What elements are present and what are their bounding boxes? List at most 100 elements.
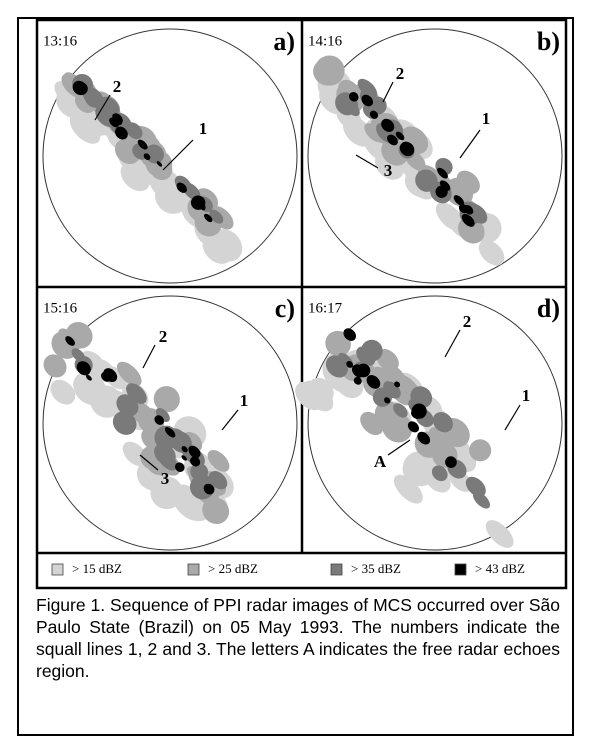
radar-echo xyxy=(158,451,178,471)
radar-echo xyxy=(156,161,163,167)
radar-echo xyxy=(407,421,420,433)
radar-echo xyxy=(353,376,362,385)
radar-echo xyxy=(364,123,384,143)
radar-echo xyxy=(154,415,165,425)
feature-label: A xyxy=(374,452,387,471)
radar-echo xyxy=(85,374,92,381)
radar-echo xyxy=(54,81,81,108)
panel-letter: a) xyxy=(273,27,295,56)
radar-echo xyxy=(399,141,415,157)
radar-range-ring xyxy=(42,28,298,284)
radar-echo xyxy=(203,483,215,495)
radar-echo xyxy=(314,55,345,86)
radar-range-ring xyxy=(307,295,563,551)
radar-echo xyxy=(351,364,366,378)
radar-echo xyxy=(411,403,427,419)
radar-echo xyxy=(458,216,485,244)
radar-echo xyxy=(439,180,451,191)
pointer-line xyxy=(162,139,194,171)
radar-echo xyxy=(357,78,378,99)
panel-time: 14:16 xyxy=(308,33,343,49)
feature-label: 1 xyxy=(240,391,249,410)
radar-echo xyxy=(393,403,408,418)
radar-echo xyxy=(417,431,431,445)
legend-label: > 25 dBZ xyxy=(208,561,258,576)
radar-echo xyxy=(465,476,486,497)
radar-echo xyxy=(393,474,423,504)
radar-echo xyxy=(208,471,228,490)
radar-echo xyxy=(384,397,391,404)
radar-echo xyxy=(348,92,359,102)
radar-panel: 14:16 b) 2 1 3 xyxy=(307,27,563,284)
pointer-line xyxy=(387,439,411,456)
legend-swatch xyxy=(187,563,200,576)
legend-swatch xyxy=(51,563,64,576)
radar-panel: 16:17 d) 2 1 A xyxy=(295,294,563,551)
radar-echo xyxy=(202,234,233,264)
panel-time: 15:16 xyxy=(43,300,78,316)
radar-echo xyxy=(410,386,433,409)
panel-time: 16:17 xyxy=(308,300,343,316)
radar-echo xyxy=(71,348,86,362)
radar-echo xyxy=(394,381,401,388)
legend-swatch xyxy=(330,563,343,576)
radar-echo xyxy=(50,379,76,405)
radar-echo xyxy=(346,361,354,368)
radar-echo xyxy=(174,462,185,472)
radar-echo xyxy=(73,371,107,406)
radar-echo xyxy=(461,213,475,227)
radar-echo xyxy=(188,448,199,459)
radar-echo xyxy=(456,170,480,194)
panel-letter: c) xyxy=(275,294,295,323)
radar-echo xyxy=(369,110,379,119)
panels: 13:16 a) 2 1 14:16 b) 2 1 3 15:16 c) 2 1 3 16:17 d) 2 1 A xyxy=(42,27,563,551)
feature-label: 3 xyxy=(384,161,393,180)
legend-label: > 35 dBZ xyxy=(351,561,401,576)
pointer-line xyxy=(139,454,159,471)
radar-echo xyxy=(381,118,395,132)
radar-echo xyxy=(116,361,142,387)
radar-echo xyxy=(437,167,448,179)
radar-echo xyxy=(153,386,180,413)
radar-range-ring xyxy=(307,28,563,284)
radar-echo xyxy=(387,134,398,146)
radar-echo xyxy=(343,328,357,341)
radar-echo xyxy=(209,209,224,224)
radar-echo xyxy=(115,118,123,126)
radar-echo xyxy=(176,182,187,193)
feature-label: 2 xyxy=(396,64,405,83)
pointer-line xyxy=(221,409,239,431)
radar-echo xyxy=(207,450,230,472)
legend-label: > 43 dBZ xyxy=(475,561,525,576)
radar-echo xyxy=(164,427,176,438)
radar-echo xyxy=(366,375,381,389)
radar-echo xyxy=(116,394,139,417)
radar-echo xyxy=(65,336,75,346)
radar-echo xyxy=(453,195,465,206)
radar-echo xyxy=(193,197,206,210)
radar-echo xyxy=(469,439,492,462)
radar-echo xyxy=(43,354,67,378)
radar-echo xyxy=(432,412,453,433)
feature-label: 3 xyxy=(161,469,170,488)
pointer-line xyxy=(94,94,111,121)
feature-label: 2 xyxy=(159,327,168,346)
radar-echo xyxy=(356,346,376,366)
outer-frame xyxy=(17,17,574,736)
radar-echo xyxy=(325,355,348,378)
radar-echo xyxy=(114,126,128,140)
pointer-line xyxy=(444,329,461,358)
radar-echo xyxy=(69,113,101,144)
radar-echo xyxy=(101,372,111,382)
radar-echo xyxy=(341,98,360,117)
radar-echo xyxy=(82,86,105,109)
radar-echo xyxy=(445,456,457,468)
feature-label: 2 xyxy=(463,312,472,331)
radar-echo xyxy=(190,456,201,467)
radar-echo xyxy=(381,412,413,443)
radar-echo xyxy=(478,239,505,266)
radar-echo xyxy=(368,96,387,115)
radar-echo xyxy=(190,462,209,481)
